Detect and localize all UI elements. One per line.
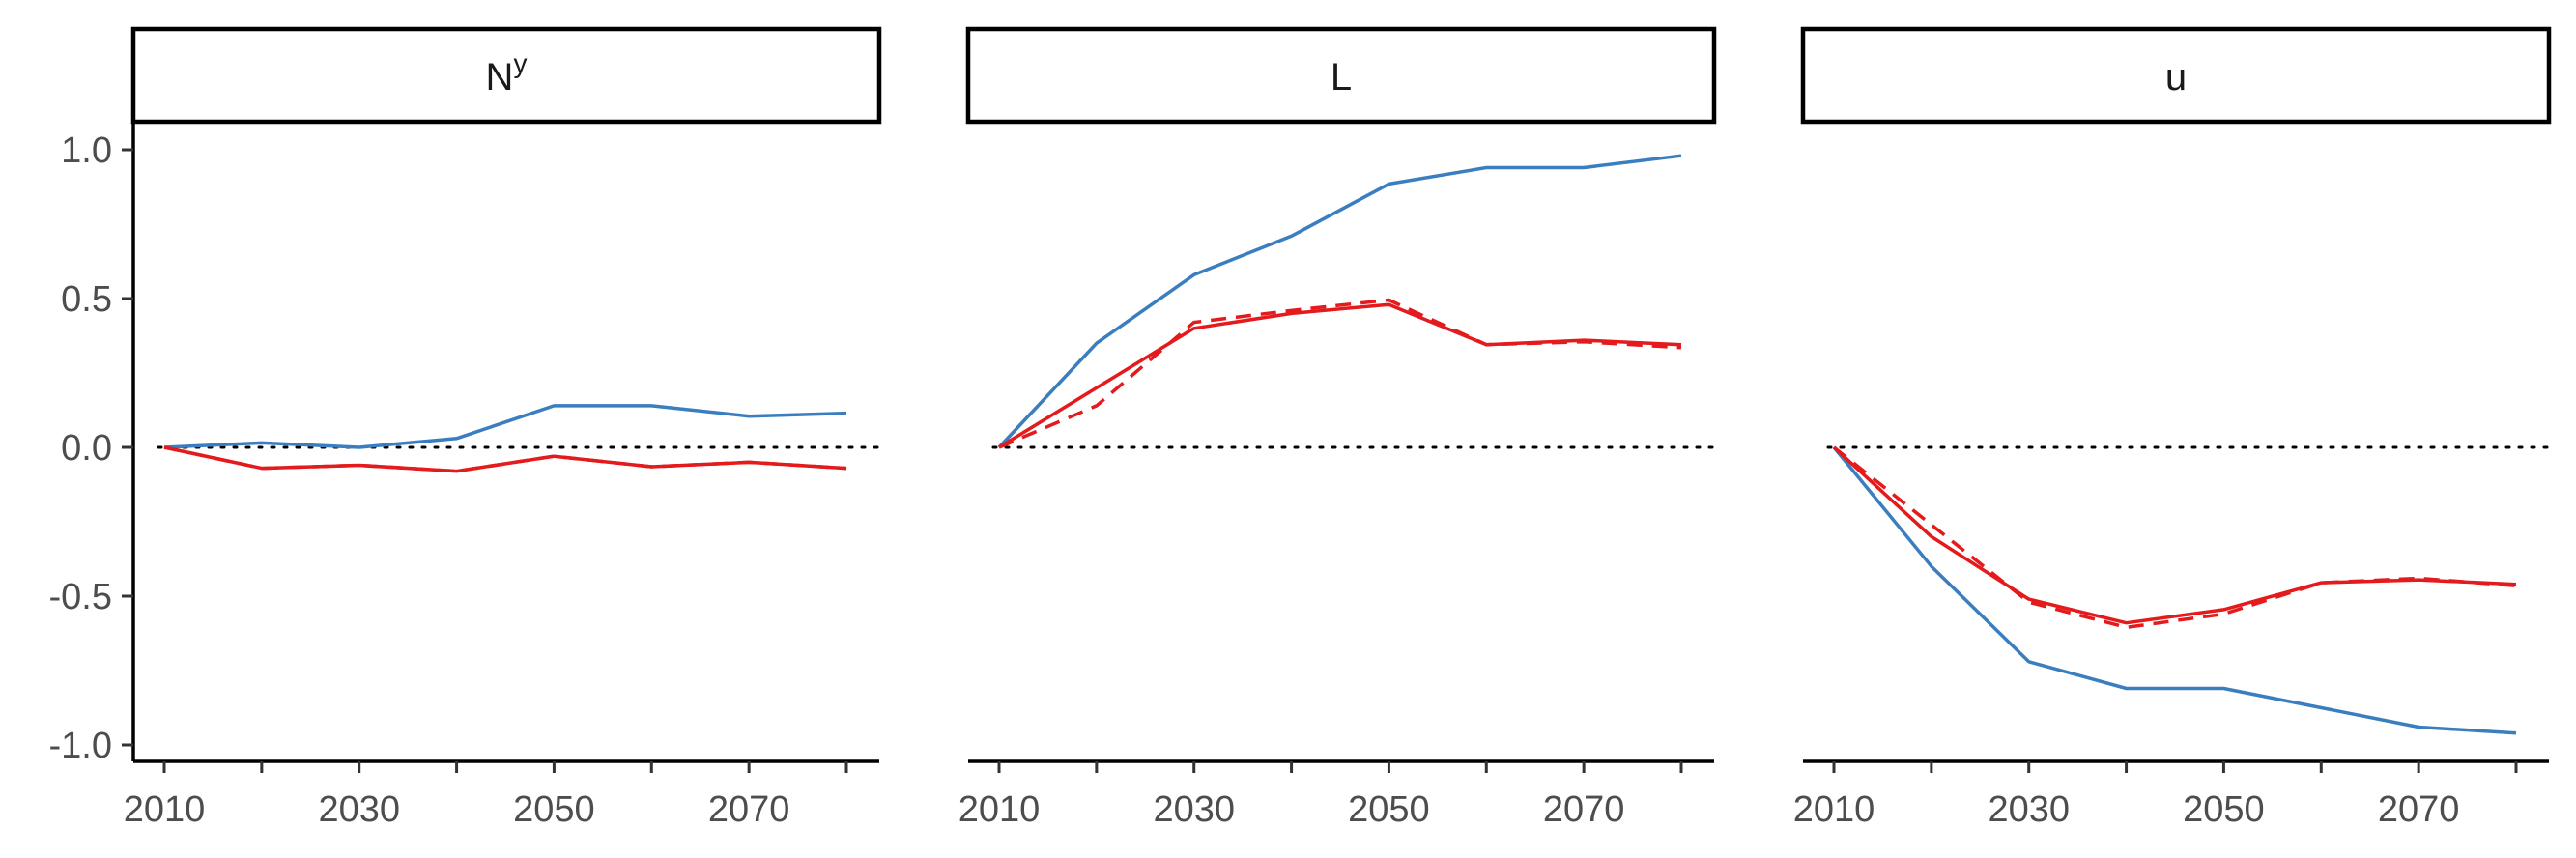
y-tick-label: -0.5 bbox=[49, 577, 112, 617]
panel-1: Ny 2010 2030 2050 2070 bbox=[124, 26, 882, 830]
x-tick-label: 2030 bbox=[1988, 789, 2070, 830]
y-tick-label: 0.5 bbox=[61, 279, 112, 320]
series-line-blue-solid bbox=[997, 154, 1682, 449]
series-line-red-dashed bbox=[163, 445, 847, 473]
facet-strip-label: Ny bbox=[486, 48, 528, 99]
panel-3: u 2010 2030 2050 2070 bbox=[1793, 26, 2552, 830]
x-tick-label: 2070 bbox=[1543, 789, 1625, 830]
facet-strip-label: L bbox=[1331, 56, 1352, 99]
x-tick-label: 2010 bbox=[1793, 789, 1875, 830]
facet-strip-main: N bbox=[486, 56, 514, 99]
facet-strip-label: u bbox=[2165, 56, 2187, 99]
x-tick-label: 2010 bbox=[124, 789, 206, 830]
x-tick-label: 2070 bbox=[2378, 789, 2460, 830]
x-tick-label: 2050 bbox=[513, 789, 595, 830]
panel-2: L 2010 2030 2050 2070 bbox=[959, 26, 1717, 830]
facet-strip-main: L bbox=[1331, 56, 1352, 99]
y-axis: 1.0 0.5 0.0 -0.5 -1.0 bbox=[49, 124, 135, 766]
facet-strip-sup: y bbox=[513, 48, 527, 78]
x-tick-label: 2010 bbox=[959, 789, 1041, 830]
x-tick-label: 2030 bbox=[318, 789, 400, 830]
facet-strip bbox=[1800, 26, 2552, 125]
series-line-blue-solid bbox=[163, 404, 847, 449]
x-tick-label: 2050 bbox=[2183, 789, 2265, 830]
x-tick-label: 2070 bbox=[708, 789, 790, 830]
x-tick-label: 2030 bbox=[1153, 789, 1235, 830]
y-tick-label: 1.0 bbox=[61, 130, 112, 171]
series-line-red-solid bbox=[998, 302, 1682, 449]
facet-strip bbox=[130, 26, 882, 125]
y-tick-label: 0.0 bbox=[61, 428, 112, 469]
series-line-red-dashed bbox=[1832, 445, 2517, 630]
facet-strip-main: u bbox=[2165, 56, 2187, 99]
series-line-red-dashed bbox=[998, 298, 1682, 449]
y-tick-label: -1.0 bbox=[49, 726, 112, 766]
facet-strip bbox=[965, 26, 1717, 125]
series-line-red-solid bbox=[1832, 445, 2517, 625]
series-line-blue-solid bbox=[1832, 445, 2517, 735]
x-tick-label: 2050 bbox=[1348, 789, 1430, 830]
